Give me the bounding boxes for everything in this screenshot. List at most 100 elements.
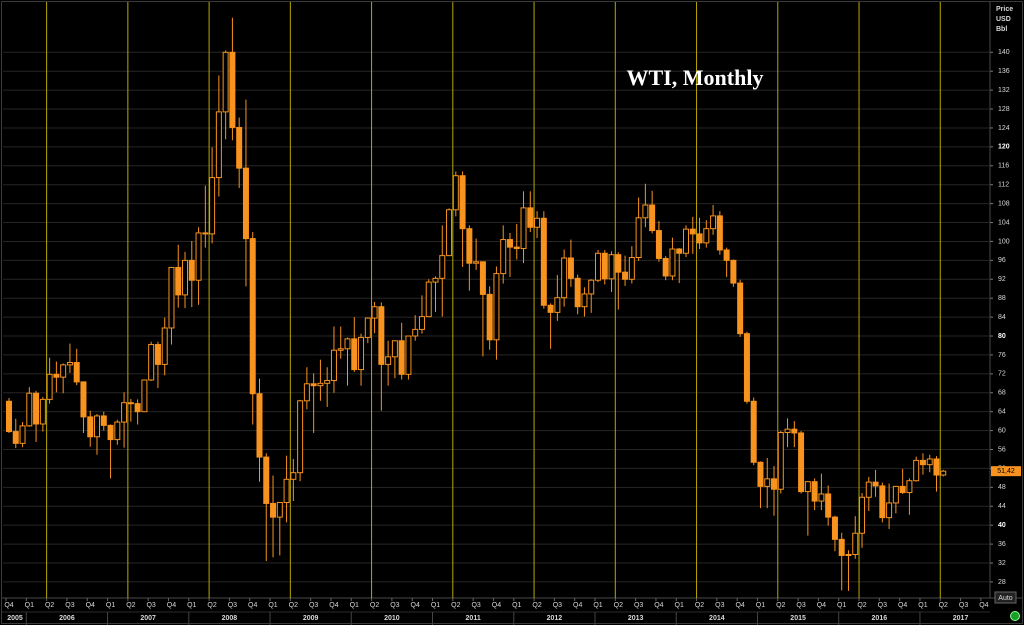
candle-body [249, 238, 256, 395]
candle-body [66, 362, 73, 366]
x-tick-label: Q2 [776, 602, 785, 609]
candle-body [676, 248, 683, 254]
candle-body [567, 257, 574, 279]
y-tick-label: 48 [998, 484, 1006, 491]
x-tick-label: Q3 [309, 602, 318, 609]
candle-body [622, 271, 629, 280]
x-tick-label: Q2 [289, 602, 298, 609]
x-tick-label: Q4 [573, 602, 582, 609]
candle-body [114, 421, 121, 441]
x-tick-label: Q1 [675, 602, 684, 609]
x-tick-label: Q1 [837, 602, 846, 609]
candle-body [716, 215, 723, 251]
y-tick-label: 124 [998, 125, 1010, 132]
y-tick-label: 64 [998, 409, 1006, 416]
candle-body [53, 373, 60, 378]
x-tick-label: Q3 [390, 602, 399, 609]
x-tick-label: Q2 [370, 602, 379, 609]
x-tick-label: Q4 [492, 602, 501, 609]
candle-body [689, 228, 696, 235]
candle-body [655, 230, 662, 259]
x-tick-label: Q2 [451, 602, 460, 609]
y-tick-label: 140 [998, 49, 1010, 56]
x-tick-label: Q3 [471, 602, 480, 609]
candle-body [872, 481, 879, 487]
y-tick-label: 56 [998, 446, 1006, 453]
x-tick-label: Q4 [735, 602, 744, 609]
candle-body [879, 485, 886, 519]
y-tick-label: 76 [998, 352, 1006, 359]
candle-body [263, 456, 270, 504]
candle-body [107, 424, 114, 441]
candle-body [628, 257, 635, 280]
year-label: 2009 [303, 615, 319, 622]
candle-body [777, 431, 784, 490]
candle-body [649, 204, 656, 232]
candle-body [33, 392, 40, 425]
candle-body [364, 317, 371, 338]
y-tick-label: 112 [998, 182, 1009, 189]
candle-body [710, 215, 717, 230]
candle-body [26, 392, 33, 427]
candle-body [87, 416, 94, 438]
auto-button-label[interactable]: Auto [998, 595, 1013, 602]
candle-body [337, 348, 344, 351]
candle-body [175, 266, 182, 296]
candle-body [479, 261, 486, 295]
last-price-box [991, 466, 1021, 477]
candle-body [303, 383, 310, 402]
candle-body [534, 217, 541, 228]
year-label: 2014 [709, 615, 725, 622]
x-tick-label: Q2 [126, 602, 135, 609]
candle-body [256, 393, 263, 458]
candle-body [527, 207, 534, 228]
candle-body [446, 209, 453, 257]
candle-body [642, 204, 649, 219]
y-tick-label: 72 [998, 371, 1006, 378]
x-tick-label: Q1 [25, 602, 34, 609]
status-indicator[interactable] [1010, 611, 1020, 621]
x-tick-label: Q1 [187, 602, 196, 609]
candle-body [730, 259, 737, 284]
candle-body [344, 338, 351, 350]
candle-body [236, 126, 243, 169]
y-tick-label: 120 [998, 144, 1010, 151]
x-tick-label: Q2 [207, 602, 216, 609]
x-tick-label: Q3 [796, 602, 805, 609]
x-tick-label: Q1 [756, 602, 765, 609]
x-tick-label: Q3 [228, 602, 237, 609]
candle-body [818, 493, 825, 502]
candle-body [513, 246, 520, 250]
candle-body [635, 217, 642, 259]
candle-body [601, 252, 608, 280]
y-tick-label: 100 [998, 238, 1010, 245]
candle-body [520, 207, 527, 250]
candle-body [459, 175, 466, 230]
x-tick-label: Q1 [431, 602, 440, 609]
candle-body [154, 344, 161, 365]
candle-body [913, 459, 920, 482]
x-tick-label: Q3 [146, 602, 155, 609]
x-tick-label: Q4 [898, 602, 907, 609]
candle-body [594, 252, 601, 281]
candle-body [439, 255, 446, 279]
candle-body [540, 217, 547, 306]
candle-body [838, 538, 845, 556]
axes: 2832364044485256606468727680848892961001… [4, 49, 1021, 625]
candle-body [764, 478, 771, 487]
candle-body [412, 328, 419, 337]
candle-body [6, 400, 12, 433]
x-tick-label: Q1 [106, 602, 115, 609]
candle-body [425, 281, 432, 318]
y-tick-label: 80 [998, 333, 1006, 340]
candle-body [486, 293, 493, 341]
candle-body [662, 257, 669, 277]
y-axis-label: Bbl [996, 26, 1007, 33]
candle-body [615, 254, 622, 273]
auto-button[interactable] [994, 591, 1017, 604]
candle-body [358, 336, 365, 371]
candle-body [798, 432, 805, 493]
candle-body [188, 259, 195, 281]
